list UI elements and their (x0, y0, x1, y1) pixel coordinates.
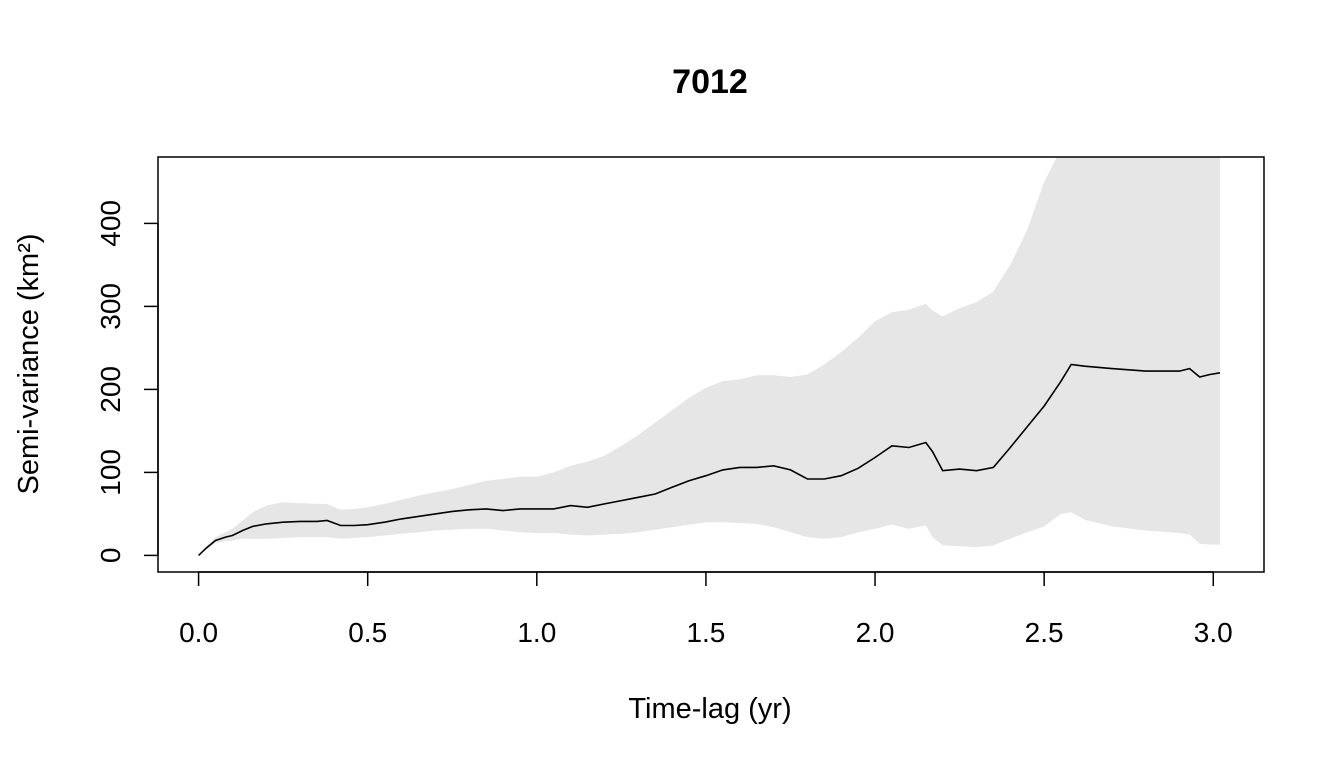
x-tick-label: 2.5 (1025, 617, 1064, 648)
y-axis: 0 100 200 300 400 (95, 200, 159, 564)
x-tick-label: 1.5 (686, 617, 725, 648)
x-tick-label: 3.0 (1194, 617, 1233, 648)
x-axis-label: Time-lag (yr) (628, 693, 791, 725)
y-tick-label: 300 (95, 283, 126, 330)
x-tick-label: 0.0 (179, 617, 218, 648)
x-axis: 0.0 0.5 1.0 1.5 2.0 2.5 3.0 (179, 571, 1233, 648)
x-tick-label: 1.0 (517, 617, 556, 648)
y-tick-label: 0 (95, 548, 126, 564)
semi-variance-line (198, 363, 1221, 556)
y-axis-label: Semi-variance (km²) (13, 233, 45, 494)
chart-title: 7012 (672, 63, 748, 101)
x-tick-label: 0.5 (348, 617, 387, 648)
y-tick-label: 100 (95, 449, 126, 496)
y-tick-label: 400 (95, 200, 126, 247)
confidence-band (198, 157, 1220, 556)
x-tick-label: 2.0 (856, 617, 895, 648)
y-tick-label: 200 (95, 366, 126, 413)
